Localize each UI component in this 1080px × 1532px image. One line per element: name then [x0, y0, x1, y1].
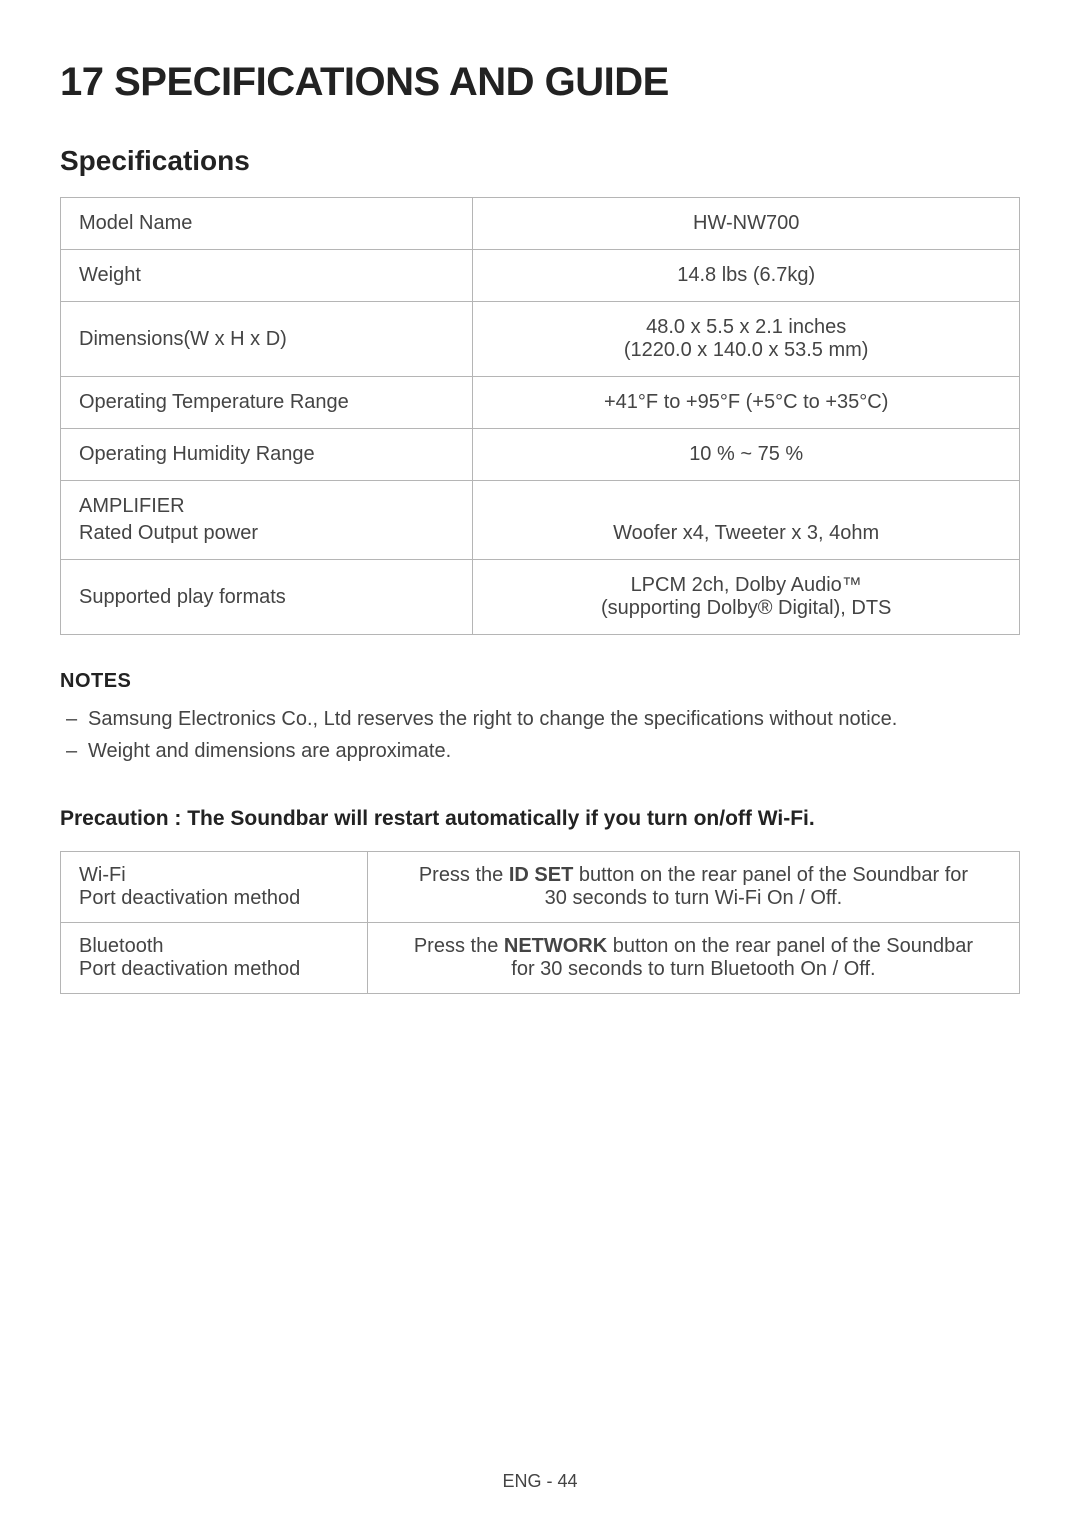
spec-value: HW-NW700 — [473, 198, 1020, 250]
precaution-label: Wi-Fi Port deactivation method — [61, 852, 368, 923]
bold-text: NETWORK — [504, 935, 607, 957]
spec-label: AMPLIFIER Rated Output power — [61, 481, 473, 560]
precaution-label-line: Wi-Fi — [79, 864, 349, 887]
notes-list: Samsung Electronics Co., Ltd reserves th… — [60, 703, 1020, 767]
spec-label: Weight — [61, 250, 473, 302]
spec-label: Operating Temperature Range — [61, 377, 473, 429]
specifications-table: Model Name HW-NW700 Weight 14.8 lbs (6.7… — [60, 197, 1020, 635]
bold-text: ID SET — [509, 864, 573, 886]
spec-label: Dimensions(W x H x D) — [61, 302, 473, 377]
spec-value: Woofer x4, Tweeter x 3, 4ohm — [473, 481, 1020, 560]
precaution-value-line: for 30 seconds to turn Bluetooth On / Of… — [386, 958, 1001, 981]
page-title: 17 SPECIFICATIONS AND GUIDE — [60, 60, 1020, 105]
notes-heading: NOTES — [60, 670, 1020, 693]
spec-value-line: LPCM 2ch, Dolby Audio™ — [491, 574, 1001, 597]
precaution-label-line: Port deactivation method — [79, 958, 349, 981]
text: button on the rear panel of the Soundbar — [607, 935, 973, 957]
specifications-heading: Specifications — [60, 145, 1020, 177]
table-row: Bluetooth Port deactivation method Press… — [61, 923, 1020, 994]
table-row: Model Name HW-NW700 — [61, 198, 1020, 250]
precaution-label-line: Bluetooth — [79, 935, 349, 958]
precaution-label-line: Port deactivation method — [79, 887, 349, 910]
table-row: Wi-Fi Port deactivation method Press the… — [61, 852, 1020, 923]
precaution-value: Press the NETWORK button on the rear pan… — [367, 923, 1019, 994]
spec-label: Operating Humidity Range — [61, 429, 473, 481]
spec-label: Model Name — [61, 198, 473, 250]
list-item: Samsung Electronics Co., Ltd reserves th… — [60, 703, 1020, 735]
text: Press the — [414, 935, 504, 957]
table-row: Operating Temperature Range +41°F to +95… — [61, 377, 1020, 429]
spec-value: 48.0 x 5.5 x 2.1 inches (1220.0 x 140.0 … — [473, 302, 1020, 377]
precaution-label: Bluetooth Port deactivation method — [61, 923, 368, 994]
precaution-value-line: 30 seconds to turn Wi-Fi On / Off. — [386, 887, 1001, 910]
precaution-table: Wi-Fi Port deactivation method Press the… — [60, 851, 1020, 994]
list-item: Weight and dimensions are approximate. — [60, 735, 1020, 767]
spec-value: 10 % ~ 75 % — [473, 429, 1020, 481]
table-row: Operating Humidity Range 10 % ~ 75 % — [61, 429, 1020, 481]
precaution-heading: Precaution : The Soundbar will restart a… — [60, 807, 1020, 831]
table-row: AMPLIFIER Rated Output power Woofer x4, … — [61, 481, 1020, 560]
table-row: Weight 14.8 lbs (6.7kg) — [61, 250, 1020, 302]
spec-label-line: AMPLIFIER — [79, 495, 454, 518]
spec-value: +41°F to +95°F (+5°C to +35°C) — [473, 377, 1020, 429]
page-footer: ENG - 44 — [0, 1471, 1080, 1492]
precaution-value-line: Press the NETWORK button on the rear pan… — [386, 935, 1001, 958]
precaution-value-line: Press the ID SET button on the rear pane… — [386, 864, 1001, 887]
spec-value-line: (1220.0 x 140.0 x 53.5 mm) — [491, 339, 1001, 362]
text: Press the — [419, 864, 509, 886]
table-row: Supported play formats LPCM 2ch, Dolby A… — [61, 560, 1020, 635]
spec-value: 14.8 lbs (6.7kg) — [473, 250, 1020, 302]
spec-value: LPCM 2ch, Dolby Audio™ (supporting Dolby… — [473, 560, 1020, 635]
text: button on the rear panel of the Soundbar… — [573, 864, 968, 886]
spec-value-line: (supporting Dolby® Digital), DTS — [491, 597, 1001, 620]
spec-label-line: Rated Output power — [79, 522, 258, 544]
spec-value-line: 48.0 x 5.5 x 2.1 inches — [491, 316, 1001, 339]
table-row: Dimensions(W x H x D) 48.0 x 5.5 x 2.1 i… — [61, 302, 1020, 377]
spec-label: Supported play formats — [61, 560, 473, 635]
precaution-value: Press the ID SET button on the rear pane… — [367, 852, 1019, 923]
